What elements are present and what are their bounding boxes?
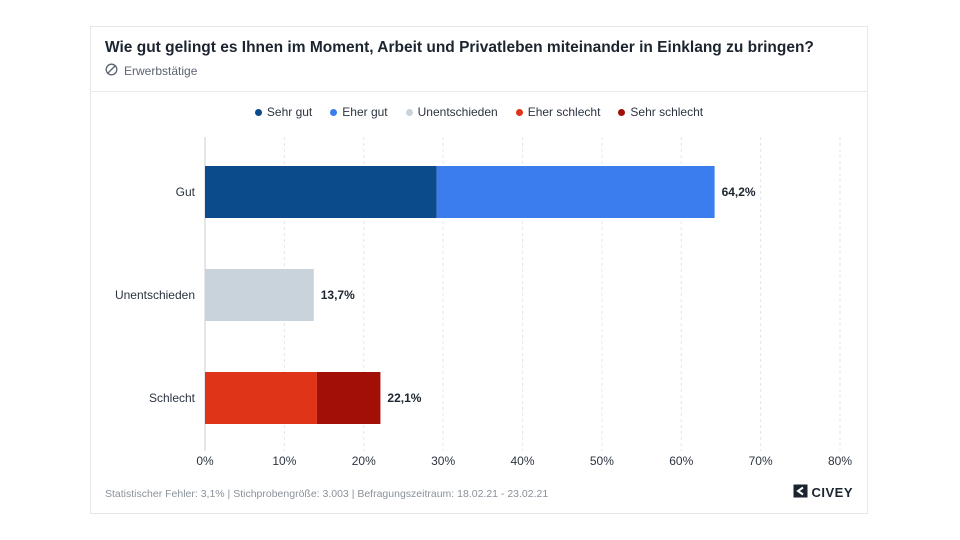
chart-title: Wie gut gelingt es Ihnen im Moment, Arbe…: [105, 39, 814, 56]
x-tick-label: 60%: [669, 454, 693, 468]
category-label: Schlecht: [149, 391, 196, 405]
bar-total-label: 64,2%: [722, 185, 756, 199]
legend-item-1[interactable]: Eher gut: [330, 105, 388, 119]
legend-label: Eher schlecht: [527, 105, 601, 119]
legend-label: Eher gut: [342, 105, 388, 119]
legend-swatch: [515, 108, 523, 116]
chart-subtitle: Erwerbstätige: [105, 63, 197, 79]
legend-swatch: [618, 108, 626, 116]
bar-segment: [436, 166, 715, 218]
x-tick-label: 80%: [828, 454, 852, 468]
bar-segment: [316, 372, 381, 424]
header-divider: [91, 91, 867, 92]
bar-chart: 0% 10% 20% 30% 40% 50% 60% 70% 80% Gut 64,2% Unents…: [115, 137, 852, 468]
legend-item-0[interactable]: Sehr gut: [254, 105, 313, 119]
legend-item-2[interactable]: Unentschieden: [405, 105, 498, 119]
chart-card: Wie gut gelingt es Ihnen im Moment, Arbe…: [90, 26, 868, 514]
legend-swatch: [330, 108, 338, 116]
x-tick-label: 30%: [431, 454, 455, 468]
legend-swatch: [405, 108, 413, 116]
bar-segment: [205, 269, 314, 321]
legend-item-4[interactable]: Sehr schlecht: [618, 105, 703, 119]
x-tick-label: 70%: [749, 454, 773, 468]
legend-swatch: [254, 108, 262, 116]
category-label: Gut: [176, 185, 196, 199]
bar-total-label: 22,1%: [387, 391, 421, 405]
x-tick-label: 50%: [590, 454, 614, 468]
civey-brand[interactable]: CIVEY: [793, 484, 853, 501]
bar-total-label: 13,7%: [321, 288, 355, 302]
x-tick-label: 40%: [510, 454, 534, 468]
x-tick-label: 10%: [272, 454, 296, 468]
x-tick-label: 20%: [352, 454, 376, 468]
footer-note: Statistischer Fehler: 3,1% | Stichproben…: [105, 488, 549, 500]
brand-name: CIVEY: [811, 485, 853, 500]
category-label: Unentschieden: [115, 288, 195, 302]
civey-logo-icon: [793, 484, 808, 501]
x-tick-label: 0%: [196, 454, 214, 468]
subtitle-text: Erwerbstätige: [124, 64, 198, 78]
bar-segment: [205, 372, 317, 424]
chart-legend: Sehr gut Eher gut Unentschieden Eher schlec…: [91, 105, 867, 119]
legend-label: Unentschieden: [417, 105, 498, 119]
bar-segment: [205, 166, 437, 218]
target-icon: [105, 63, 118, 79]
legend-item-3[interactable]: Eher schlecht: [515, 105, 601, 119]
legend-label: Sehr schlecht: [630, 105, 704, 119]
legend-label: Sehr gut: [266, 105, 313, 119]
